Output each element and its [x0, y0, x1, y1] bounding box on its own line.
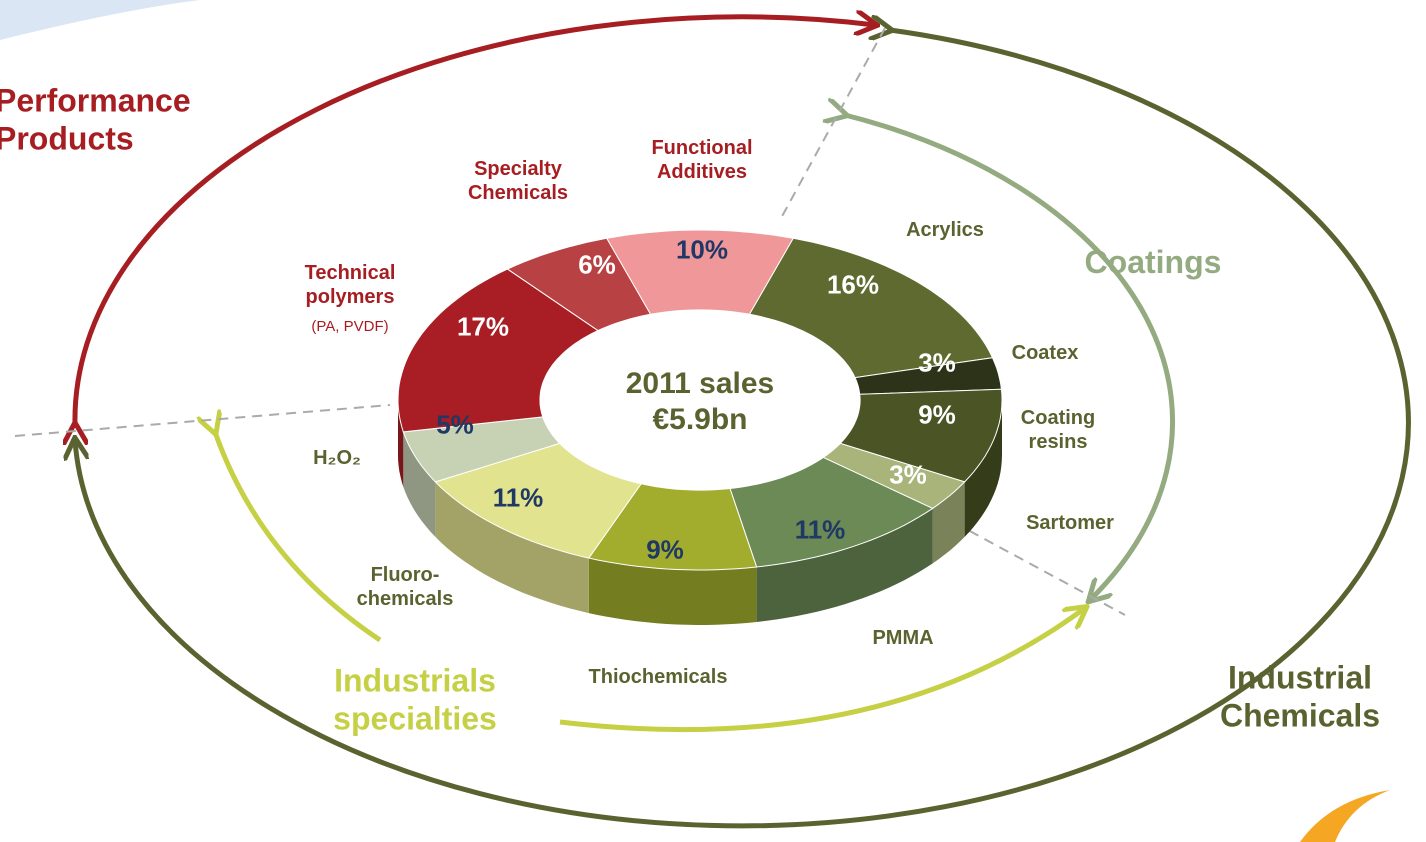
category-label: Functional Additives — [651, 137, 753, 183]
divider — [779, 27, 886, 221]
category-label: Thiochemicals — [588, 666, 728, 688]
slice-side — [435, 481, 589, 614]
logo — [1300, 790, 1390, 842]
group-label: Industrial Chemicals — [1219, 659, 1381, 734]
category-label: Specialty Chemicals — [467, 158, 569, 204]
value-label: 9% — [918, 399, 956, 430]
arc-coatings — [845, 115, 1176, 600]
slice-side — [588, 558, 757, 625]
center-label: 2011 sales €5.9bn — [625, 367, 775, 436]
value-label: 10% — [675, 234, 729, 265]
value-label: 3% — [918, 347, 956, 378]
slice-side — [932, 481, 965, 564]
slice — [506, 237, 652, 332]
donut-hole — [539, 309, 861, 491]
decor-swoosh — [0, 0, 200, 40]
category-label: Acrylics — [906, 219, 984, 241]
value-label: 5% — [436, 409, 474, 440]
slice-side — [403, 431, 436, 537]
value-label: 17% — [456, 311, 510, 342]
slice-side — [964, 400, 1002, 537]
slice-side — [398, 400, 404, 487]
value-label: 16% — [826, 269, 880, 300]
category-label: Sartomer — [1026, 512, 1114, 534]
category-label: Coatex — [1011, 342, 1079, 364]
value-label: 6% — [578, 249, 616, 280]
slice-side — [756, 508, 933, 622]
group-label: Performance Products — [0, 82, 191, 157]
arc-specialties — [559, 608, 1085, 733]
category-label: Technical polymers — [304, 262, 396, 308]
value-label: 9% — [646, 534, 684, 565]
category-label: H₂O₂ — [313, 447, 361, 469]
group-arcs — [14, 17, 1411, 829]
category-label: PMMA — [872, 627, 934, 649]
value-label: 11% — [794, 514, 846, 545]
divider — [14, 404, 391, 437]
annotation: (PA, PVDF) — [311, 318, 389, 335]
arc-industrial — [75, 30, 1411, 829]
category-label: Fluoro-chemicals — [356, 564, 454, 610]
arc-specialties — [215, 432, 382, 643]
category-label: Coating resins — [1020, 407, 1096, 453]
value-label: 11% — [492, 482, 544, 513]
group-label: Industrials specialties — [333, 662, 497, 737]
value-label: 3% — [889, 459, 927, 490]
group-label: Coatings — [1084, 243, 1222, 280]
